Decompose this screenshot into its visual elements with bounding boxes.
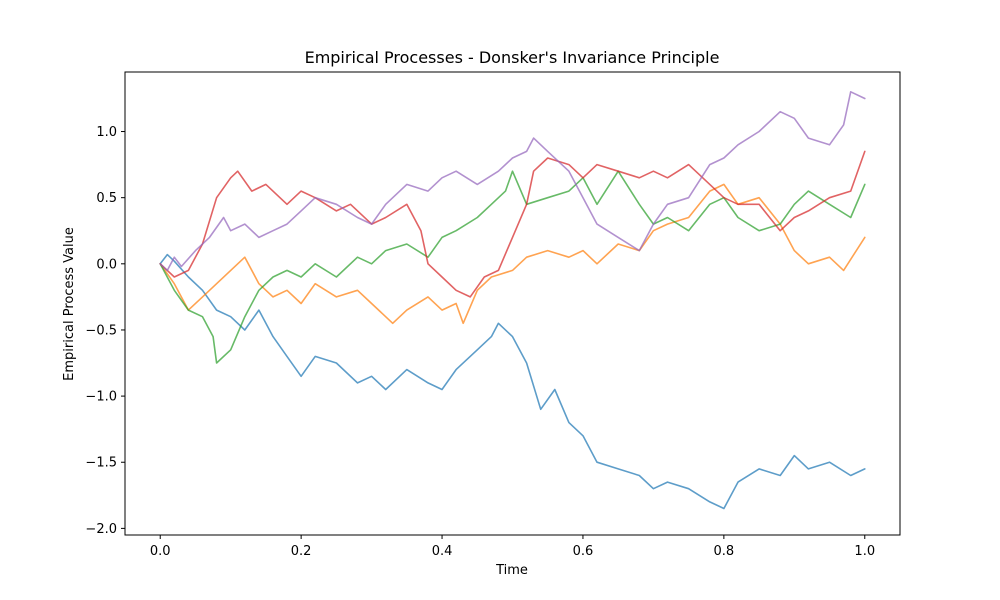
- y-axis: −2.0 −1.5 −1.0 −0.5 0.0 0.5 1.0: [85, 125, 125, 537]
- y-tick-label: 1.0: [96, 125, 117, 140]
- y-tick-label: 0.0: [96, 257, 117, 272]
- series-line-2: [159, 183, 866, 325]
- series-line-3: [159, 170, 866, 364]
- x-tick-label: 0.6: [573, 544, 594, 559]
- series-line-5: [159, 91, 866, 272]
- x-tick-label: 0.8: [714, 544, 735, 559]
- y-tick-label: −1.5: [85, 456, 117, 471]
- y-tick-label: −0.5: [85, 323, 117, 338]
- plot-frame: [124, 71, 901, 536]
- x-tick-label: 0.4: [432, 544, 453, 559]
- y-tick-label: 0.5: [96, 191, 117, 206]
- series-layer: [159, 91, 866, 510]
- x-tick-label: 0.2: [291, 544, 312, 559]
- x-tick-label: 1.0: [854, 544, 875, 559]
- series-line-4: [159, 150, 866, 298]
- y-tick-label: −2.0: [85, 522, 117, 537]
- y-axis-label: Empirical Process Value: [62, 227, 77, 381]
- x-tick-label: 0.0: [150, 544, 171, 559]
- x-axis-label: Time: [495, 563, 528, 578]
- x-axis: 0.0 0.2 0.4 0.6 0.8 1.0: [150, 535, 875, 559]
- y-tick-label: −1.0: [85, 390, 117, 405]
- series-line-1: [159, 253, 866, 510]
- chart-title: Empirical Processes - Donsker's Invarian…: [305, 48, 720, 67]
